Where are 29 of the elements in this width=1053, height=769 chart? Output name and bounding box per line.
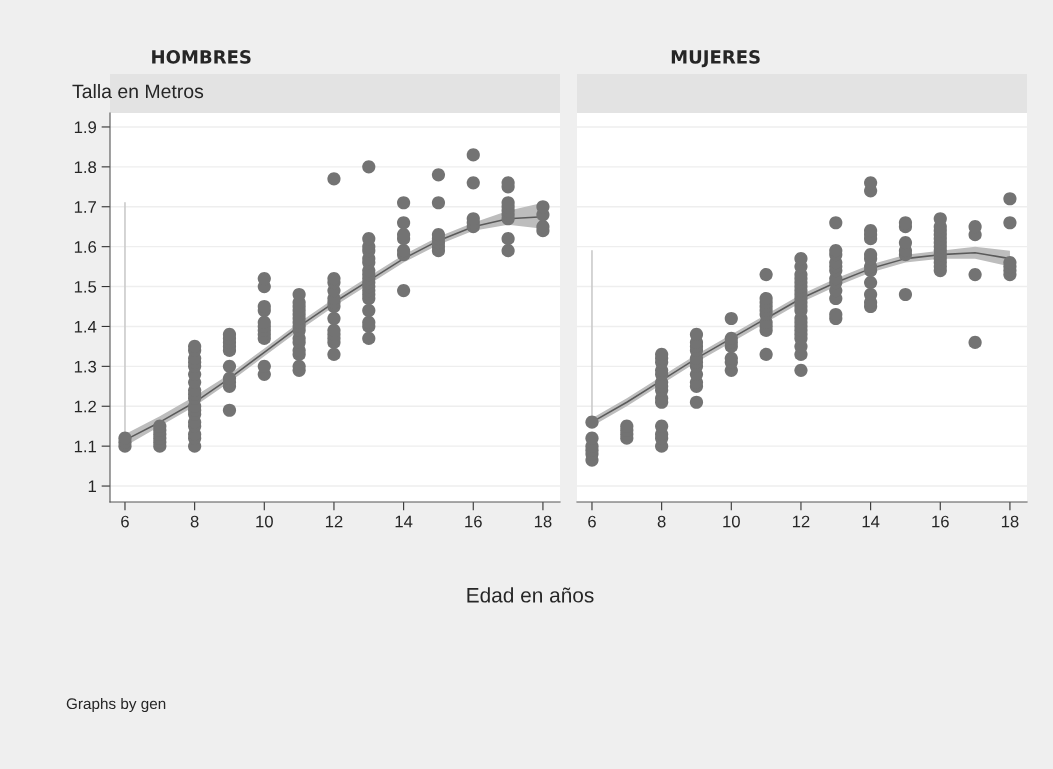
y-tick-label: 1.1 [74, 440, 96, 453]
x-tick-label: 12 [792, 515, 810, 528]
y-tick-label: 1.3 [74, 360, 97, 373]
x-tick-label: 8 [190, 515, 199, 528]
x-tick-label: 18 [534, 515, 552, 528]
y-tick-label: 1 [88, 480, 96, 493]
x-tick-label: 8 [657, 515, 666, 528]
x-tick-label: 10 [723, 515, 740, 528]
x-tick-label: 14 [862, 515, 880, 528]
x-tick-label: 14 [395, 515, 413, 528]
x-tick-label: 18 [1001, 515, 1019, 528]
x-tick-label: 12 [325, 515, 343, 528]
y-tick-label: 1.4 [74, 321, 97, 333]
y-tick-label: 1.2 [74, 400, 96, 413]
y-tick-label: 1.5 [74, 281, 97, 293]
chart-title: HOMBRES [152, 50, 251, 64]
x-tick-label: 16 [465, 515, 482, 528]
chart-title: MUJERES [671, 50, 760, 68]
x-tick-label: 6 [121, 515, 129, 528]
y-axis-title: Talla en Metros [72, 83, 204, 99]
y-tick-label: 1.6 [74, 241, 97, 253]
x-tick-label: 16 [932, 515, 949, 528]
text: Graphs by gen [66, 697, 166, 713]
x-axis-title: Edad en años [467, 587, 594, 603]
y-tick-label: 1.7 [74, 201, 96, 213]
y-tick-label: 1.8 [74, 161, 97, 174]
x-tick-label: 6 [588, 515, 596, 528]
x-tick-label: 10 [256, 515, 273, 528]
y-tick-label: 1.9 [74, 121, 97, 134]
